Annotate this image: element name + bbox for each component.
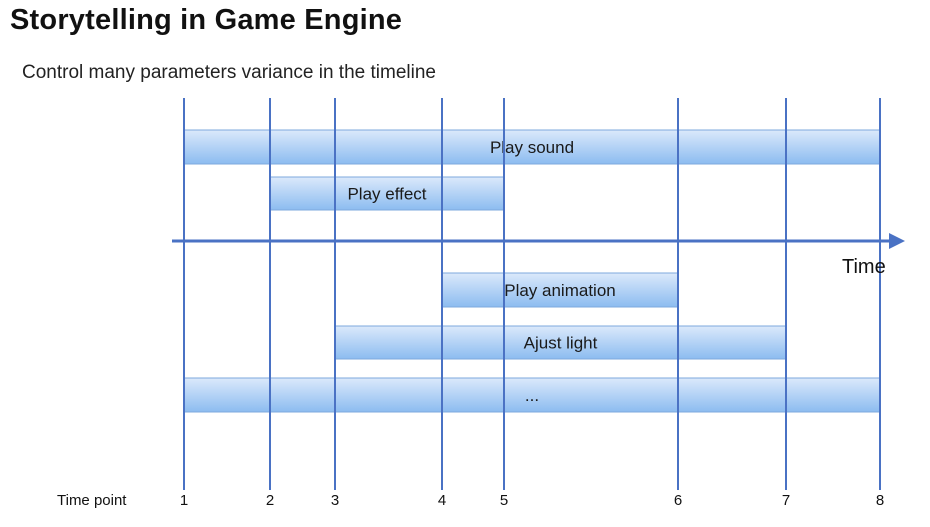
- track-label: ...: [525, 386, 539, 405]
- track-label: Play animation: [504, 281, 616, 300]
- axis-arrow-icon: [889, 233, 905, 249]
- slide-title: Storytelling in Game Engine: [10, 4, 403, 36]
- track-bar: [183, 129, 881, 165]
- time-point-number: 6: [674, 492, 682, 509]
- track-bar: [183, 377, 881, 413]
- time-point-number: 8: [876, 492, 884, 509]
- track-label: Play sound: [490, 138, 574, 157]
- time-point-caption: Time point: [57, 492, 127, 509]
- time-point-number: 7: [782, 492, 790, 509]
- time-axis-label: Time: [842, 256, 886, 278]
- track-bar: [334, 325, 787, 360]
- time-point-number: 1: [180, 492, 188, 509]
- time-point-number: 2: [266, 492, 274, 509]
- slide-subtitle: Control many parameters variance in the …: [22, 62, 436, 83]
- time-point-number: 3: [331, 492, 339, 509]
- time-point-number: 5: [500, 492, 508, 509]
- track-label: Ajust light: [524, 334, 598, 353]
- time-point-number: 4: [438, 492, 446, 509]
- track-label: Play effect: [347, 185, 426, 204]
